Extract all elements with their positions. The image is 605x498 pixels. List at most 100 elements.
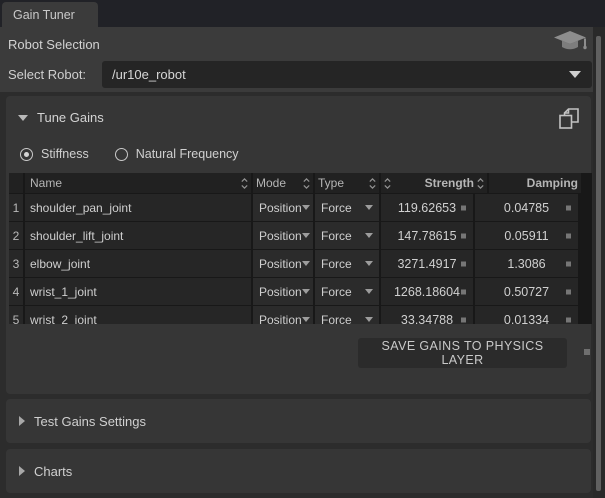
reset-default-indicator[interactable] bbox=[566, 233, 571, 238]
tab-gain-tuner[interactable]: Gain Tuner bbox=[2, 2, 98, 27]
sort-icon[interactable] bbox=[369, 177, 376, 189]
reset-default-indicator[interactable] bbox=[461, 205, 466, 210]
test-gains-settings-panel: Test Gains Settings bbox=[6, 399, 591, 443]
section-title: Charts bbox=[34, 463, 73, 479]
tab-label: Gain Tuner bbox=[13, 7, 75, 22]
tune-gains-panel: Tune Gains Stiffness Natural Frequency N… bbox=[6, 96, 592, 394]
joint-name-cell[interactable]: wrist_2_joint bbox=[25, 306, 251, 324]
collapse-arrow-icon bbox=[18, 114, 28, 121]
joint-name-cell[interactable]: shoulder_pan_joint bbox=[25, 194, 251, 221]
strength-field[interactable]: 33.34788 bbox=[381, 306, 473, 324]
dropdown-arrow-icon bbox=[365, 205, 373, 210]
radio-selected-icon bbox=[20, 147, 33, 161]
copy-icon[interactable] bbox=[557, 106, 581, 131]
table-header-type[interactable]: Type bbox=[315, 173, 379, 193]
table-header-row: Name Mode Type bbox=[9, 173, 592, 193]
save-gains-button[interactable]: SAVE GAINS TO PHYSICS LAYER bbox=[358, 338, 567, 368]
reset-default-indicator[interactable] bbox=[566, 261, 571, 266]
table-row: 2 shoulder_lift_joint Position Force 147… bbox=[9, 222, 592, 249]
reset-default-indicator[interactable] bbox=[566, 289, 571, 294]
table-row: 5 wrist_2_joint Position Force 33.34788 … bbox=[9, 306, 592, 324]
scrollbar-thumb[interactable] bbox=[596, 36, 601, 491]
radio-unselected-icon bbox=[114, 147, 128, 161]
strength-field[interactable]: 1268.18604 bbox=[381, 278, 473, 305]
type-dropdown[interactable]: Force bbox=[315, 306, 379, 324]
radio-natural-frequency[interactable]: Natural Frequency bbox=[114, 147, 239, 161]
joint-name-cell[interactable]: elbow_joint bbox=[25, 250, 251, 277]
vertical-scrollbar[interactable] bbox=[593, 27, 605, 498]
expand-arrow-icon bbox=[19, 416, 25, 426]
reset-default-indicator[interactable] bbox=[566, 205, 571, 210]
row-number: 4 bbox=[9, 278, 23, 305]
reset-default-indicator[interactable] bbox=[461, 317, 466, 322]
strength-field[interactable]: 119.62653 bbox=[381, 194, 473, 221]
strength-field[interactable]: 3271.4917 bbox=[381, 250, 473, 277]
dropdown-arrow-icon bbox=[569, 71, 581, 78]
type-dropdown[interactable]: Force bbox=[315, 278, 379, 305]
gains-table: Name Mode Type bbox=[9, 173, 592, 324]
joint-name-cell[interactable]: shoulder_lift_joint bbox=[25, 222, 251, 249]
joint-name-cell[interactable]: wrist_1_joint bbox=[25, 278, 251, 305]
dropdown-arrow-icon bbox=[365, 289, 373, 294]
table-row: 3 elbow_joint Position Force 3271.4917 1… bbox=[9, 250, 592, 277]
graduation-cap-icon[interactable] bbox=[552, 28, 588, 54]
mode-dropdown[interactable]: Position bbox=[253, 250, 313, 277]
radio-stiffness[interactable]: Stiffness bbox=[20, 147, 89, 161]
tab-bar: Gain Tuner bbox=[0, 0, 605, 27]
table-header-index bbox=[9, 173, 23, 193]
table-row: 1 shoulder_pan_joint Position Force 119.… bbox=[9, 194, 592, 221]
sort-icon[interactable] bbox=[384, 177, 391, 189]
gain-mode-radio-group: Stiffness Natural Frequency bbox=[20, 147, 239, 161]
table-row: 4 wrist_1_joint Position Force 1268.1860… bbox=[9, 278, 592, 305]
section-title: Test Gains Settings bbox=[34, 413, 146, 429]
radio-natural-frequency-label: Natural Frequency bbox=[135, 147, 239, 161]
row-number: 3 bbox=[9, 250, 23, 277]
dropdown-arrow-icon bbox=[365, 261, 373, 266]
type-dropdown[interactable]: Force bbox=[315, 194, 379, 221]
radio-stiffness-label: Stiffness bbox=[41, 147, 89, 161]
table-header-filler bbox=[583, 173, 592, 193]
mode-dropdown[interactable]: Position bbox=[253, 278, 313, 305]
robot-selection-section: Robot Selection Select Robot: /ur10e_rob… bbox=[0, 27, 593, 92]
reset-default-indicator[interactable] bbox=[584, 349, 590, 355]
dropdown-arrow-icon bbox=[301, 261, 310, 266]
sort-icon[interactable] bbox=[477, 177, 484, 189]
sort-icon[interactable] bbox=[241, 177, 248, 189]
table-header-strength[interactable]: Strength bbox=[381, 173, 487, 193]
reset-default-indicator[interactable] bbox=[461, 289, 466, 294]
robot-select-value: /ur10e_robot bbox=[112, 67, 186, 82]
mode-dropdown[interactable]: Position bbox=[253, 222, 313, 249]
type-dropdown[interactable]: Force bbox=[315, 250, 379, 277]
reset-default-indicator[interactable] bbox=[461, 233, 466, 238]
strength-field[interactable]: 147.78615 bbox=[381, 222, 473, 249]
section-charts[interactable]: Charts bbox=[6, 449, 591, 493]
dropdown-arrow-icon bbox=[301, 317, 310, 322]
mode-dropdown[interactable]: Position bbox=[253, 306, 313, 324]
select-robot-label: Select Robot: bbox=[8, 67, 87, 82]
reset-default-indicator[interactable] bbox=[566, 317, 571, 322]
robot-selection-title: Robot Selection bbox=[8, 37, 100, 52]
dropdown-arrow-icon bbox=[301, 289, 310, 294]
dropdown-arrow-icon bbox=[301, 233, 310, 238]
tune-gains-title: Tune Gains bbox=[37, 110, 104, 125]
damping-field[interactable]: 0.50727 bbox=[475, 278, 578, 305]
table-header-damping[interactable]: Damping bbox=[489, 173, 581, 193]
dropdown-arrow-icon bbox=[365, 233, 373, 238]
table-header-name[interactable]: Name bbox=[25, 173, 251, 193]
section-test-gains-settings[interactable]: Test Gains Settings bbox=[6, 399, 591, 443]
table-header-mode[interactable]: Mode bbox=[253, 173, 313, 193]
damping-field[interactable]: 0.04785 bbox=[475, 194, 578, 221]
type-dropdown[interactable]: Force bbox=[315, 222, 379, 249]
mode-dropdown[interactable]: Position bbox=[253, 194, 313, 221]
damping-field[interactable]: 0.05911 bbox=[475, 222, 578, 249]
robot-select-dropdown[interactable]: /ur10e_robot bbox=[102, 61, 592, 88]
row-number: 5 bbox=[9, 306, 23, 324]
expand-arrow-icon bbox=[19, 466, 25, 476]
dropdown-arrow-icon bbox=[301, 205, 310, 210]
tune-gains-section-header[interactable]: Tune Gains bbox=[18, 110, 104, 125]
dropdown-arrow-icon bbox=[365, 317, 373, 322]
reset-default-indicator[interactable] bbox=[461, 261, 466, 266]
damping-field[interactable]: 1.3086 bbox=[475, 250, 578, 277]
damping-field[interactable]: 0.01334 bbox=[475, 306, 578, 324]
sort-icon[interactable] bbox=[303, 177, 310, 189]
